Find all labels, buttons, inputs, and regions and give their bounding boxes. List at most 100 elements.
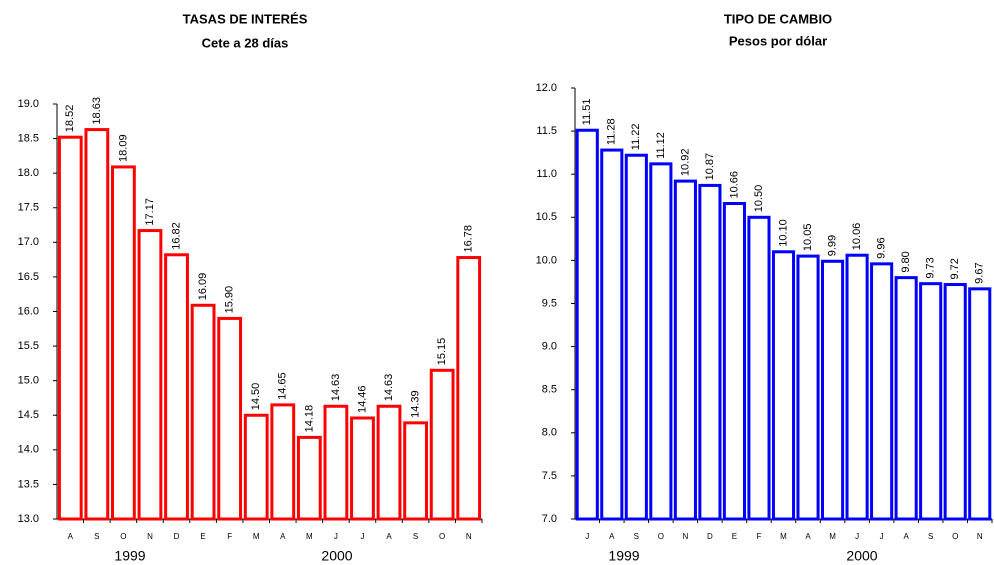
value-label: 11.22: [630, 124, 642, 151]
bar: [771, 250, 796, 521]
x-tick-label: M: [780, 532, 787, 541]
value-label: 14.63: [383, 374, 395, 402]
chart-title: TIPO DE CAMBIO: [724, 11, 832, 26]
value-label: 10.92: [679, 149, 691, 177]
y-tick-label: 14.0: [18, 444, 39, 456]
y-tick-label: 10.5: [536, 211, 557, 223]
x-tick-label: J: [855, 532, 859, 541]
y-tick-label: 10.0: [536, 254, 557, 266]
x-tick-label: D: [174, 532, 180, 541]
bar: [845, 253, 869, 521]
value-label: 16.78: [463, 225, 475, 253]
bar: [796, 254, 820, 521]
y-tick-label: 18.0: [18, 167, 39, 179]
y-tick-label: 12.0: [536, 82, 557, 94]
y-tick-label: 16.5: [18, 271, 39, 283]
bar: [968, 287, 992, 521]
x-tick-label: M: [306, 532, 313, 541]
y-tick-label: 7.0: [542, 513, 557, 525]
y-tick-label: 8.0: [542, 427, 557, 439]
bar: [747, 215, 771, 521]
value-label: 14.46: [356, 385, 368, 413]
year-label: 1999: [114, 548, 145, 564]
x-tick-label: O: [952, 532, 958, 541]
x-tick-label: N: [682, 532, 688, 541]
x-tick-label: M: [829, 532, 836, 541]
y-tick-label: 9.0: [542, 341, 557, 353]
bar: [111, 165, 136, 521]
year-label: 1999: [608, 548, 639, 564]
x-tick-label: E: [200, 532, 205, 541]
bar: [270, 403, 296, 521]
x-tick-label: F: [757, 532, 762, 541]
value-label: 18.52: [64, 105, 76, 133]
x-tick-label: J: [880, 532, 884, 541]
y-tick-label: 16.0: [18, 305, 39, 317]
value-label: 14.18: [303, 405, 315, 433]
value-label: 16.82: [170, 222, 182, 250]
y-tick-label: 19.0: [18, 98, 39, 110]
bar: [821, 259, 845, 521]
value-label: 10.66: [728, 171, 740, 199]
bar: [217, 316, 243, 521]
bar: [137, 229, 163, 521]
bar: [722, 202, 746, 521]
x-tick-label: A: [805, 532, 811, 541]
bar: [456, 256, 482, 521]
bar: [376, 404, 402, 521]
bar: [575, 128, 599, 521]
y-tick-label: 15.0: [18, 375, 39, 387]
value-label: 17.17: [144, 198, 156, 226]
y-tick-label: 7.5: [542, 470, 557, 482]
value-label: 14.50: [250, 383, 262, 411]
y-tick-label: 11.0: [536, 168, 557, 180]
value-label: 14.65: [277, 372, 289, 400]
value-label: 16.09: [197, 273, 209, 301]
bar: [243, 413, 269, 521]
x-tick-label: M: [253, 532, 260, 541]
bar: [649, 162, 673, 521]
x-tick-label: S: [94, 532, 99, 541]
bar: [296, 435, 322, 521]
value-label: 15.15: [436, 338, 448, 366]
bar: [870, 262, 894, 521]
bar: [919, 282, 943, 521]
x-tick-label: O: [658, 532, 664, 541]
value-label: 11.51: [581, 99, 593, 126]
value-label: 10.06: [851, 223, 863, 251]
chart-subtitle: Cete a 28 días: [202, 35, 289, 50]
bar: [673, 179, 697, 521]
x-tick-label: J: [585, 532, 589, 541]
bar: [323, 404, 349, 521]
y-tick-label: 8.5: [542, 384, 557, 396]
value-label: 9.73: [925, 257, 937, 278]
value-label: 10.50: [753, 185, 765, 213]
y-tick-label: 13.0: [18, 513, 39, 525]
value-label: 14.63: [330, 374, 342, 402]
chart-subtitle: Pesos por dólar: [729, 33, 827, 48]
x-tick-label: A: [609, 532, 615, 541]
value-label: 9.67: [974, 262, 986, 283]
y-tick-label: 17.5: [18, 202, 39, 214]
year-label: 2000: [846, 548, 877, 564]
y-tick-label: 11.5: [536, 125, 557, 137]
x-tick-label: D: [707, 532, 713, 541]
value-label: 10.87: [704, 153, 716, 181]
value-label: 11.28: [606, 118, 618, 145]
y-tick-label: 9.5: [542, 297, 557, 309]
x-tick-label: N: [466, 532, 472, 541]
value-label: 18.63: [91, 97, 103, 125]
x-tick-label: S: [928, 532, 933, 541]
value-label: 10.05: [802, 224, 814, 252]
x-tick-label: J: [334, 532, 338, 541]
value-label: 18.09: [117, 134, 129, 162]
bar: [600, 148, 624, 521]
bar: [350, 416, 375, 521]
chart-title: TASAS DE INTERÉS: [183, 11, 308, 26]
bar: [190, 303, 216, 521]
x-tick-label: A: [280, 532, 286, 541]
bar: [164, 253, 189, 521]
x-tick-label: O: [120, 532, 126, 541]
bar: [624, 153, 648, 521]
